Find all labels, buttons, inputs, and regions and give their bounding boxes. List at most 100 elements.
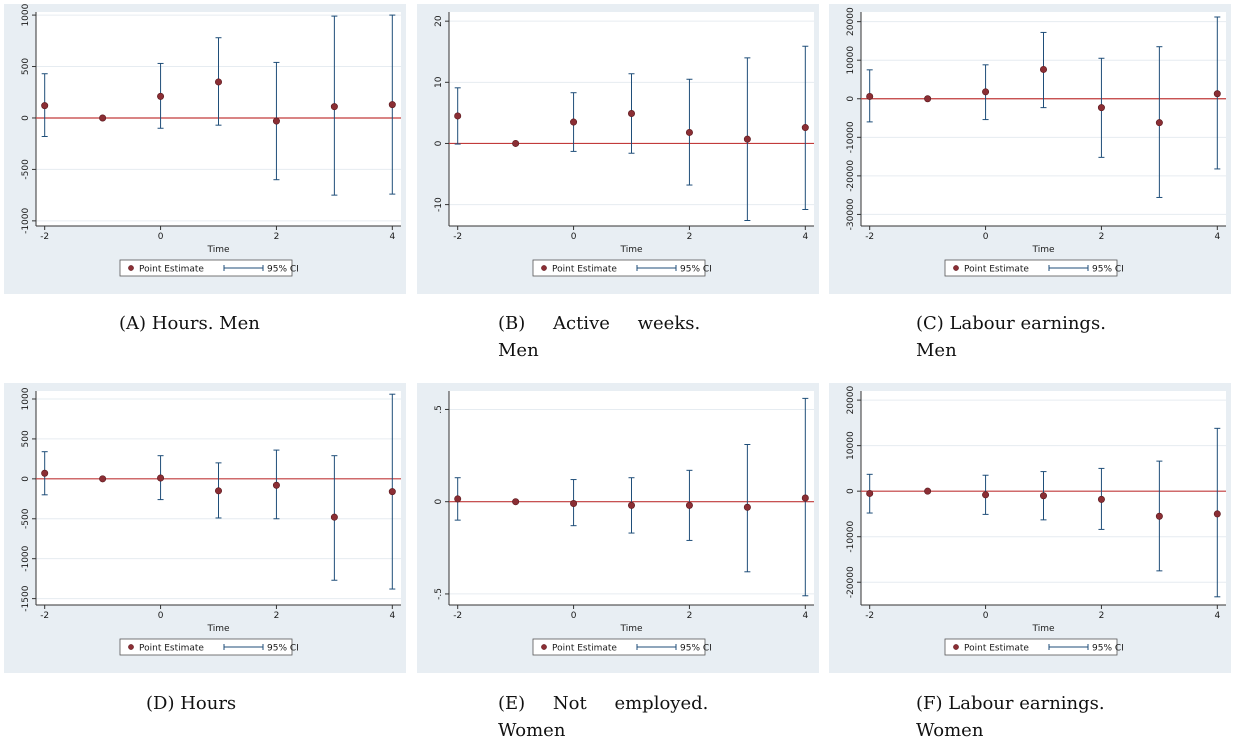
x-tick-label: -2	[865, 611, 874, 621]
panel-d: -1500 -1000 -500 0 500 1000 -2 0 2 4 Time Point Est…	[4, 383, 406, 723]
x-axis-label: Time	[206, 624, 229, 634]
x-axis-label: Time	[1031, 624, 1054, 634]
legend-point-symbol	[953, 644, 959, 650]
y-tick-label: 10000	[846, 431, 856, 460]
x-tick-label: -2	[40, 232, 49, 242]
point-estimate	[454, 112, 462, 120]
legend-point-label: Point Estimate	[964, 265, 1029, 275]
y-tick-label: 10	[434, 76, 444, 88]
point-estimate	[157, 474, 165, 482]
x-axis-label: Time	[619, 624, 642, 634]
caption-e: (E) Not employed. Women	[498, 693, 709, 741]
y-tick-label: -20000	[846, 566, 856, 598]
x-axis-label: Time	[206, 245, 229, 255]
y-tick-label: 500	[21, 58, 31, 75]
x-tick-label: 2	[687, 611, 693, 621]
x-axis-label: Time	[619, 245, 642, 255]
point-estimate	[272, 481, 280, 489]
y-tick-label: -.5	[434, 588, 444, 600]
x-tick-label: 2	[274, 232, 280, 242]
point-estimate	[388, 101, 396, 109]
point-estimate	[628, 109, 636, 117]
legend-point-symbol	[541, 644, 547, 650]
y-tick-label: -1500	[21, 585, 31, 611]
x-tick-label: -2	[453, 232, 462, 242]
x-tick-label: 0	[571, 232, 577, 242]
legend-ci-label: 95% CI	[267, 265, 299, 275]
x-tick-label: 4	[802, 611, 808, 621]
legend-ci-label: 95% CI	[267, 644, 299, 654]
y-tick-label: -1000	[21, 208, 31, 234]
point-estimate	[801, 124, 809, 132]
point-estimate	[924, 487, 932, 495]
point-estimate	[685, 128, 693, 136]
y-tick-label: -1000	[21, 545, 31, 571]
point-estimate	[157, 92, 165, 100]
x-tick-label: 4	[389, 232, 395, 242]
x-axis-label: Time	[1031, 245, 1054, 255]
x-tick-label: 2	[1099, 611, 1105, 621]
legend-box	[944, 638, 1118, 656]
y-tick-label: 10000	[846, 46, 856, 75]
point-estimate	[628, 501, 636, 509]
x-tick-label: 0	[158, 611, 164, 621]
point-estimate	[330, 103, 338, 111]
x-tick-label: 0	[571, 611, 577, 621]
point-estimate	[272, 117, 280, 125]
x-tick-label: 4	[1214, 232, 1220, 242]
point-estimate	[924, 95, 932, 103]
legend-point-label: Point Estimate	[139, 265, 204, 275]
legend-box	[532, 259, 706, 277]
point-estimate	[330, 513, 338, 521]
caption-a: (A) Hours. Men	[119, 313, 260, 334]
legend-ci-label: 95% CI	[680, 265, 712, 275]
y-tick-label: 500	[21, 430, 31, 447]
y-tick-label: -500	[21, 159, 31, 180]
legend-point-label: Point Estimate	[552, 265, 617, 275]
y-tick-label: 20000	[846, 7, 856, 36]
legend-point-symbol	[953, 265, 959, 271]
point-estimate	[1040, 492, 1048, 500]
x-tick-label: 0	[983, 232, 989, 242]
y-tick-label: -10000	[846, 121, 856, 153]
caption-f: (F) Labour earnings. Women	[916, 693, 1105, 741]
x-tick-label: 4	[1214, 611, 1220, 621]
y-tick-label: -20000	[846, 160, 856, 192]
y-tick-label: .5	[434, 405, 444, 414]
legend-ci-label: 95% CI	[680, 644, 712, 654]
point-estimate	[388, 488, 396, 496]
point-estimate	[570, 500, 578, 508]
point-estimate	[215, 487, 223, 495]
panel-b: -10 0 10 20 -2 0 2 4 Time Point Estimate 95% CI (B…	[417, 4, 819, 374]
panel-f: -20000 -10000 0 10000 20000 -2 0 2 4 Time Point Es…	[829, 383, 1231, 753]
point-estimate	[41, 469, 49, 477]
x-tick-label: 4	[389, 611, 395, 621]
point-estimate	[512, 498, 520, 506]
caption-c: (C) Labour earnings. Men	[916, 313, 1106, 361]
y-tick-label: 20000	[846, 386, 856, 415]
x-tick-label: 4	[802, 232, 808, 242]
chart-labour-earnings-men: -30000 -20000 -10000 0 10000 20000 -2 0 2 4 TimePo…	[829, 4, 1231, 294]
point-estimate	[215, 78, 223, 86]
y-tick-label: -10000	[846, 520, 856, 552]
point-estimate	[570, 118, 578, 126]
y-tick-label: 1000	[21, 387, 31, 410]
legend-box	[532, 638, 706, 656]
y-tick-label: 0	[846, 96, 856, 102]
point-estimate	[1213, 90, 1221, 98]
legend-ci-label: 95% CI	[1092, 644, 1124, 654]
point-estimate	[743, 135, 751, 143]
point-estimate	[801, 494, 809, 502]
point-estimate	[1097, 495, 1105, 503]
x-tick-label: -2	[865, 232, 874, 242]
legend-point-symbol	[128, 265, 134, 271]
x-tick-label: 0	[983, 611, 989, 621]
point-estimate	[866, 92, 874, 100]
y-tick-label: 0	[21, 476, 31, 482]
point-estimate	[454, 495, 462, 503]
point-estimate	[1155, 512, 1163, 520]
y-tick-label: -30000	[846, 198, 856, 230]
